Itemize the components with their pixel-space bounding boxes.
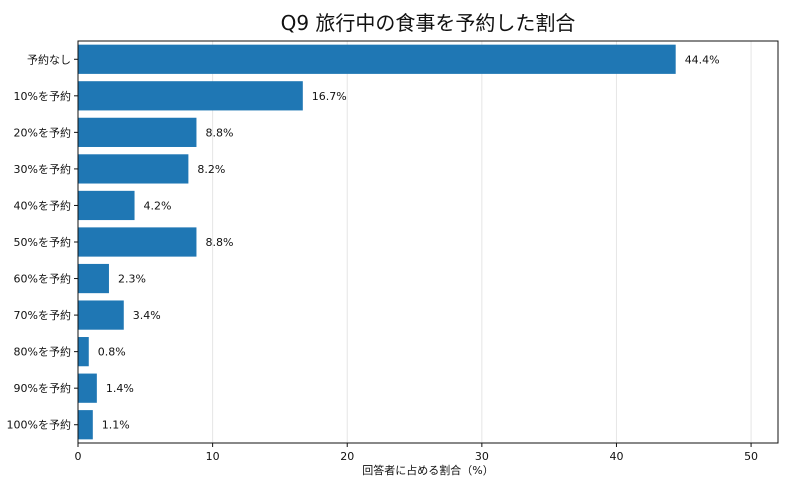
y-tick-label: 50%を予約: [14, 235, 71, 249]
bar: [78, 337, 89, 367]
y-tick-label: 予約なし: [27, 52, 71, 66]
bar: [78, 410, 93, 440]
data-label: 0.8%: [98, 346, 126, 359]
bar: [78, 190, 135, 221]
x-tick-label: 50: [744, 450, 758, 463]
data-label: 16.7%: [312, 90, 347, 103]
chart-title: Q9 旅行中の食事を予約した割合: [281, 11, 576, 35]
y-tick-label: 30%を予約: [14, 162, 71, 176]
bar: [78, 373, 97, 403]
x-tick-label: 30: [475, 450, 489, 463]
data-label: 2.3%: [118, 273, 146, 286]
y-tick-label: 40%を予約: [14, 198, 71, 212]
x-tick-label: 0: [75, 450, 82, 463]
bars: [78, 44, 676, 440]
x-tick-label: 20: [340, 450, 354, 463]
data-label: 8.2%: [197, 163, 225, 176]
bar: [78, 263, 109, 294]
y-tick-label: 10%を予約: [14, 89, 71, 103]
y-tick-label: 20%を予約: [14, 125, 71, 139]
bar: [78, 44, 676, 74]
y-tick-label: 90%を予約: [14, 381, 71, 395]
data-label: 1.1%: [102, 419, 130, 432]
data-labels: 44.4% 16.7% 8.8% 8.2% 4.2% 8.8% 2.3% 3.4% 0.8% 1.…: [98, 53, 720, 431]
bar: [78, 154, 189, 184]
data-label: 1.4%: [106, 382, 134, 395]
plot-frame: [77, 40, 779, 444]
y-tick-label: 80%を予約: [14, 345, 71, 359]
x-tick-label: 40: [609, 450, 623, 463]
y-tick-label: 60%を予約: [14, 272, 71, 286]
bar: [78, 81, 303, 111]
y-tick-label: 100%を予約: [7, 418, 71, 432]
data-label: 8.8%: [205, 236, 233, 249]
y-tick-label: 70%を予約: [14, 308, 71, 322]
data-label: 4.2%: [144, 199, 172, 212]
y-tick-labels: 予約なし 10%を予約 20%を予約 30%を予約 40%を予約 50%を予約 60%を予約…: [7, 52, 78, 432]
bar: [78, 227, 197, 257]
bar: [78, 300, 124, 330]
x-tick-label: 10: [206, 450, 220, 463]
data-label: 8.8%: [205, 126, 233, 139]
x-axis-label: 回答者に占める割合（%）: [362, 463, 493, 477]
x-ticks: 0 10 20 30 40 50: [75, 443, 758, 463]
data-label: 44.4%: [685, 53, 720, 66]
bar: [78, 117, 197, 147]
data-label: 3.4%: [133, 309, 161, 322]
